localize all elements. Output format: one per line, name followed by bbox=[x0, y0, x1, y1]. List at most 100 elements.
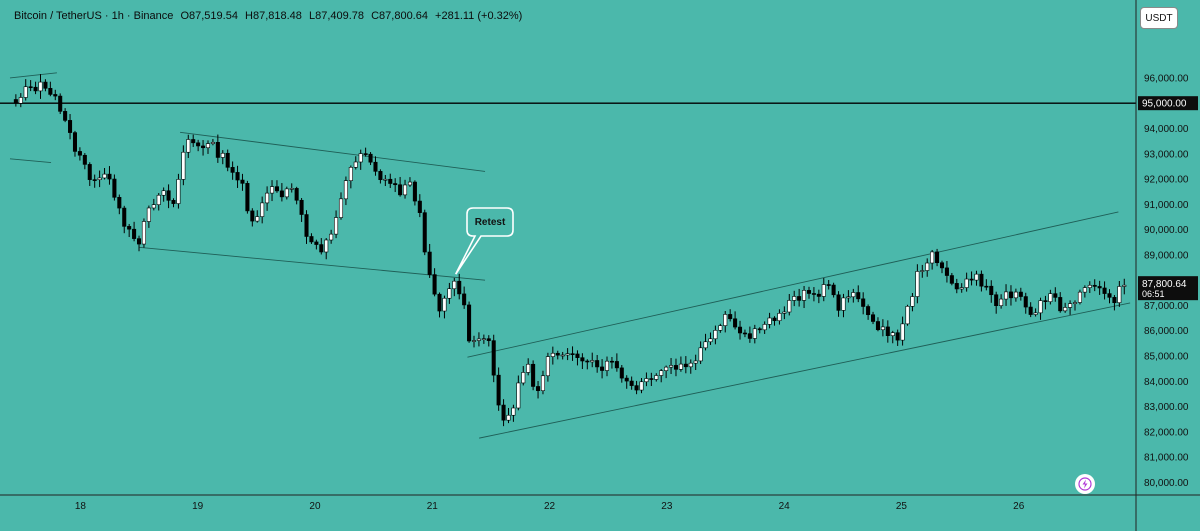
candle-body bbox=[806, 290, 812, 294]
candle-body bbox=[826, 284, 831, 286]
candle-body bbox=[718, 325, 723, 331]
candle-body bbox=[294, 188, 299, 201]
candle-body bbox=[920, 270, 925, 272]
trendline[interactable] bbox=[180, 131, 486, 172]
candle-body bbox=[831, 284, 836, 296]
trendline[interactable] bbox=[467, 211, 1119, 358]
candle-body bbox=[979, 273, 984, 287]
close-value: C87,800.64 bbox=[371, 10, 428, 22]
trendline[interactable] bbox=[138, 246, 486, 281]
candle-body bbox=[1117, 286, 1122, 304]
candle-body bbox=[161, 190, 166, 196]
candle-body bbox=[53, 94, 58, 97]
candle-body bbox=[457, 280, 462, 295]
y-tick-label: 84,000.00 bbox=[1144, 377, 1189, 388]
candle-body bbox=[398, 184, 403, 196]
candle-body bbox=[550, 352, 555, 357]
resistance-price-label: 95,000.00 bbox=[1142, 99, 1187, 110]
candle-body bbox=[87, 164, 92, 180]
candle-body bbox=[767, 317, 772, 325]
candle-body bbox=[580, 357, 585, 362]
candle-body bbox=[890, 332, 895, 336]
candle-body bbox=[777, 313, 782, 322]
y-tick-label: 96,000.00 bbox=[1144, 73, 1189, 84]
trendline[interactable] bbox=[479, 302, 1131, 439]
candle-body bbox=[38, 81, 43, 92]
candle-body bbox=[28, 86, 33, 89]
resistance-price-tag bbox=[1138, 96, 1198, 111]
candle-body bbox=[575, 353, 580, 358]
candle-body bbox=[1072, 302, 1078, 304]
lightning-icon[interactable] bbox=[1075, 474, 1095, 494]
candle-body bbox=[787, 300, 792, 313]
x-tick-label: 23 bbox=[661, 501, 673, 512]
low-value: L87,409.78 bbox=[308, 10, 365, 22]
candle-body bbox=[250, 210, 255, 222]
candle-body bbox=[669, 365, 674, 368]
candle-body bbox=[467, 304, 472, 342]
candle-body bbox=[999, 298, 1004, 306]
candle-body bbox=[343, 180, 348, 200]
x-tick-label: 24 bbox=[779, 501, 791, 512]
candle-body bbox=[811, 293, 816, 295]
candle-body bbox=[1107, 293, 1112, 298]
candle-body bbox=[856, 292, 861, 300]
candle-body bbox=[925, 262, 930, 271]
candle-body bbox=[388, 178, 393, 184]
retest-callout[interactable] bbox=[454, 207, 514, 275]
candle-body bbox=[1077, 291, 1082, 303]
y-tick-label: 81,000.00 bbox=[1144, 453, 1189, 464]
candle-body bbox=[235, 172, 240, 181]
candle-body bbox=[1053, 293, 1058, 298]
candle-body bbox=[496, 374, 501, 406]
candle-body bbox=[821, 284, 826, 297]
candle-body bbox=[526, 363, 531, 373]
candle-body bbox=[319, 244, 324, 253]
candle-body bbox=[255, 216, 260, 222]
currency-button[interactable]: USDT bbox=[1140, 7, 1178, 29]
candle-body bbox=[68, 120, 73, 133]
candle-body bbox=[230, 167, 235, 173]
candle-body bbox=[176, 179, 181, 204]
trendline[interactable] bbox=[9, 158, 52, 164]
candle-body bbox=[1087, 284, 1092, 288]
candle-body bbox=[373, 161, 378, 172]
candle-body bbox=[284, 188, 289, 198]
candle-body bbox=[309, 236, 314, 243]
candle-body bbox=[72, 132, 78, 152]
candle-body bbox=[900, 323, 905, 341]
change-value: +281.11 (+0.32%) bbox=[435, 10, 523, 22]
candle-body bbox=[688, 362, 693, 368]
candle-body bbox=[540, 375, 545, 391]
x-tick-label: 22 bbox=[544, 501, 556, 512]
y-tick-label: 94,000.00 bbox=[1144, 124, 1189, 135]
candle-body bbox=[240, 179, 245, 184]
trendline[interactable] bbox=[9, 72, 57, 79]
candle-body bbox=[1038, 300, 1043, 314]
candle-body bbox=[851, 292, 856, 298]
high-value: H87,818.48 bbox=[245, 10, 302, 22]
candle-body bbox=[703, 341, 708, 349]
candle-body bbox=[270, 186, 275, 194]
candle-body bbox=[521, 372, 526, 384]
candle-body bbox=[442, 297, 447, 312]
candle-body bbox=[481, 338, 486, 340]
candle-body bbox=[102, 173, 107, 179]
candle-body bbox=[191, 139, 196, 144]
candle-body bbox=[1058, 297, 1063, 312]
candle-body bbox=[861, 298, 866, 307]
candle-body bbox=[634, 385, 639, 391]
candle-body bbox=[363, 153, 368, 155]
candle-body bbox=[595, 360, 600, 368]
candle-body bbox=[531, 363, 536, 387]
candle-body bbox=[289, 188, 294, 190]
candle-body bbox=[782, 311, 787, 314]
candle-body bbox=[151, 204, 156, 209]
candle-body bbox=[969, 278, 974, 281]
x-tick-label: 18 bbox=[75, 501, 87, 512]
candle-body bbox=[816, 293, 821, 297]
candle-body bbox=[910, 296, 915, 307]
y-tick-label: 91,000.00 bbox=[1144, 200, 1189, 211]
